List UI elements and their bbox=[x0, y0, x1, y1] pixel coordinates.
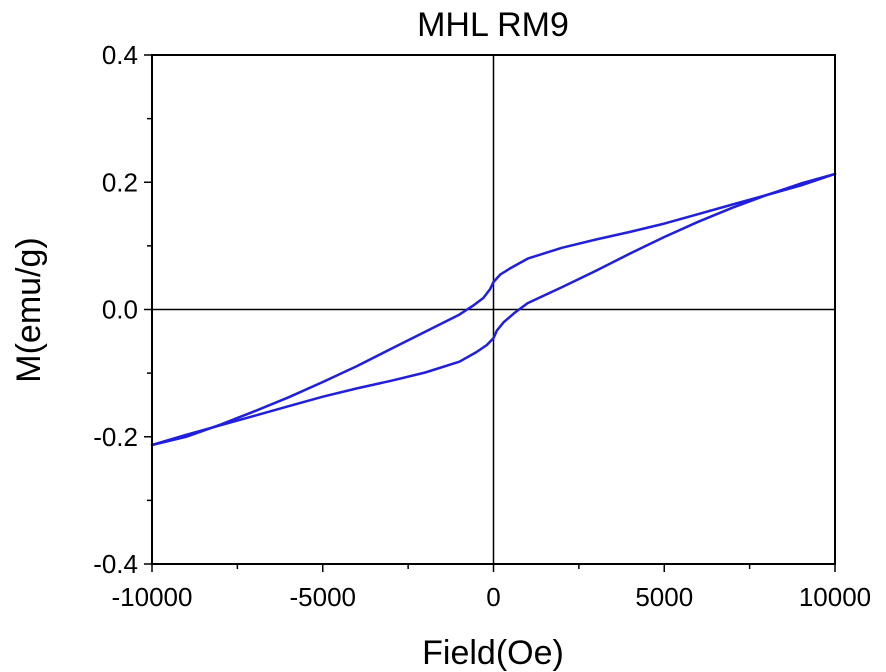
x-axis-label: Field(Oe) bbox=[422, 634, 564, 672]
x-axis-ticks: -10000 -5000 0 5000 10000 bbox=[112, 564, 871, 612]
x-tick-label: 5000 bbox=[635, 582, 693, 612]
descending-branch-line bbox=[150, 172, 837, 447]
y-tick-label: 0.2 bbox=[102, 167, 138, 197]
y-axis-ticks: -0.4 -0.2 0.0 0.2 0.4 bbox=[93, 40, 152, 579]
hysteresis-curves bbox=[150, 172, 837, 447]
x-tick-label: -5000 bbox=[290, 582, 357, 612]
y-tick-label: 0.4 bbox=[102, 40, 138, 70]
y-tick-label: 0.0 bbox=[102, 295, 138, 325]
y-tick-label: -0.2 bbox=[93, 422, 138, 452]
y-axis-label: M(emu/g) bbox=[10, 237, 48, 382]
ascending-branch-line bbox=[150, 172, 837, 447]
y-tick-label: -0.4 bbox=[93, 549, 138, 579]
x-tick-label: -10000 bbox=[112, 582, 193, 612]
x-tick-label: 10000 bbox=[799, 582, 871, 612]
plot-frame bbox=[151, 54, 836, 565]
zero-lines bbox=[152, 55, 835, 564]
x-tick-label: 0 bbox=[486, 582, 500, 612]
chart-title: MHL RM9 bbox=[417, 6, 569, 44]
